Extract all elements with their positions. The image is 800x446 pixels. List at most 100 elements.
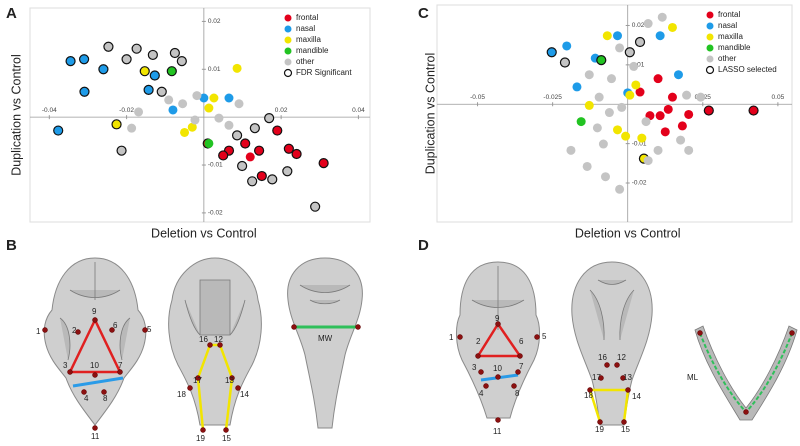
data-point <box>615 43 625 53</box>
legend-label: mandible <box>296 46 329 55</box>
landmark-label: 9 <box>495 314 500 323</box>
legend-label: frontal <box>718 10 740 19</box>
data-point <box>576 117 586 127</box>
landmark-label: 6 <box>519 337 524 346</box>
line-measure <box>72 376 124 388</box>
data-point <box>264 113 275 124</box>
landmark-label: 4 <box>479 389 484 398</box>
x-axis-title: Deletion vs Control <box>575 226 681 240</box>
legend-swatch <box>284 36 292 44</box>
landmark-label: 16 <box>199 335 208 344</box>
data-point <box>256 170 267 182</box>
x-axis-title: Deletion vs Control <box>151 226 257 240</box>
data-point <box>176 56 187 67</box>
landmark-label: 3 <box>63 361 68 370</box>
data-point <box>562 41 572 51</box>
x-tick-label: -0.04 <box>42 107 57 114</box>
skull-dorsal <box>456 261 540 419</box>
data-point <box>190 115 200 125</box>
data-point <box>53 125 64 136</box>
data-point <box>143 84 154 95</box>
landmark-labels: 1 2 9 6 5 3 10 7 4 8 11 16 12 17 13 18 1… <box>449 314 699 436</box>
legend-label: nasal <box>718 21 737 30</box>
data-point <box>566 145 576 155</box>
data-point <box>214 113 224 123</box>
legend-label: maxilla <box>718 32 743 41</box>
legend-label: frontal <box>296 13 318 22</box>
data-point <box>592 123 602 133</box>
panel-letter: C <box>418 5 429 22</box>
landmark-label: 15 <box>621 425 630 434</box>
data-point <box>655 31 665 41</box>
data-point <box>604 108 614 118</box>
data-point <box>209 93 219 103</box>
scatter-chart: -0.04 -0.02 0.02 0.04 0.02 0.01 -0.01 -0.02 fron… <box>9 7 371 240</box>
data-point <box>625 90 635 100</box>
legend-swatch <box>706 33 714 41</box>
measure-label: ML <box>687 373 699 382</box>
data-point <box>245 152 255 162</box>
data-point <box>249 123 260 134</box>
data-point <box>187 122 197 132</box>
panel-letter: A <box>6 5 17 22</box>
landmark-label: 11 <box>91 432 100 441</box>
data-point <box>111 119 122 130</box>
data-point <box>147 49 158 61</box>
data-point <box>240 138 251 149</box>
x-tick-label: -0.05 <box>470 94 485 101</box>
data-point <box>65 56 76 67</box>
skull-lateral <box>287 257 363 429</box>
data-point <box>254 145 265 156</box>
x-tick-label: -0.02 <box>119 107 134 114</box>
legend-swatch <box>284 25 292 33</box>
y-tick-label: -0.01 <box>632 140 647 147</box>
landmark-label: 12 <box>617 353 626 362</box>
data-point <box>653 74 663 84</box>
data-point <box>103 41 114 52</box>
data-point <box>684 145 694 155</box>
legend-label: other <box>296 57 315 66</box>
data-point <box>318 158 329 169</box>
data-point <box>667 22 677 32</box>
data-point <box>598 139 608 149</box>
landmark-label: 13 <box>225 376 234 385</box>
data-point <box>156 86 167 97</box>
mandible <box>694 325 798 421</box>
y-tick-label: 0.01 <box>632 62 645 69</box>
data-point <box>234 99 244 109</box>
data-point <box>79 86 90 97</box>
landmark-label: 5 <box>147 325 152 334</box>
x-tick-label: 0.04 <box>352 107 365 114</box>
data-point <box>602 31 612 41</box>
data-point <box>624 47 635 58</box>
legend-swatch <box>284 14 292 22</box>
data-point <box>641 117 651 127</box>
legend-swatch <box>706 55 714 63</box>
data-point <box>682 90 692 100</box>
skull-dorsal <box>43 257 147 426</box>
data-point <box>164 95 174 105</box>
landmark-label: 19 <box>595 425 604 434</box>
data-point <box>310 201 321 212</box>
data-point <box>653 145 663 155</box>
y-tick-label: 0.02 <box>632 22 645 29</box>
data-point <box>78 54 90 65</box>
data-point <box>584 100 594 110</box>
data-point <box>655 111 665 121</box>
landmark-label: 17 <box>592 373 601 382</box>
landmark-label: 13 <box>623 373 632 382</box>
data-point <box>676 135 686 145</box>
landmark-label: 5 <box>542 332 547 341</box>
y-tick-label: -0.02 <box>208 210 223 217</box>
data-point <box>594 92 604 102</box>
data-point <box>139 66 150 77</box>
landmark-dots <box>42 317 361 433</box>
landmark-label: 8 <box>515 389 520 398</box>
data-point <box>204 103 214 113</box>
data-point <box>192 91 202 101</box>
landmark-label: 1 <box>449 333 454 342</box>
data-point <box>584 70 594 80</box>
landmark-label: 4 <box>84 394 89 403</box>
landmark-label: 2 <box>476 337 481 346</box>
